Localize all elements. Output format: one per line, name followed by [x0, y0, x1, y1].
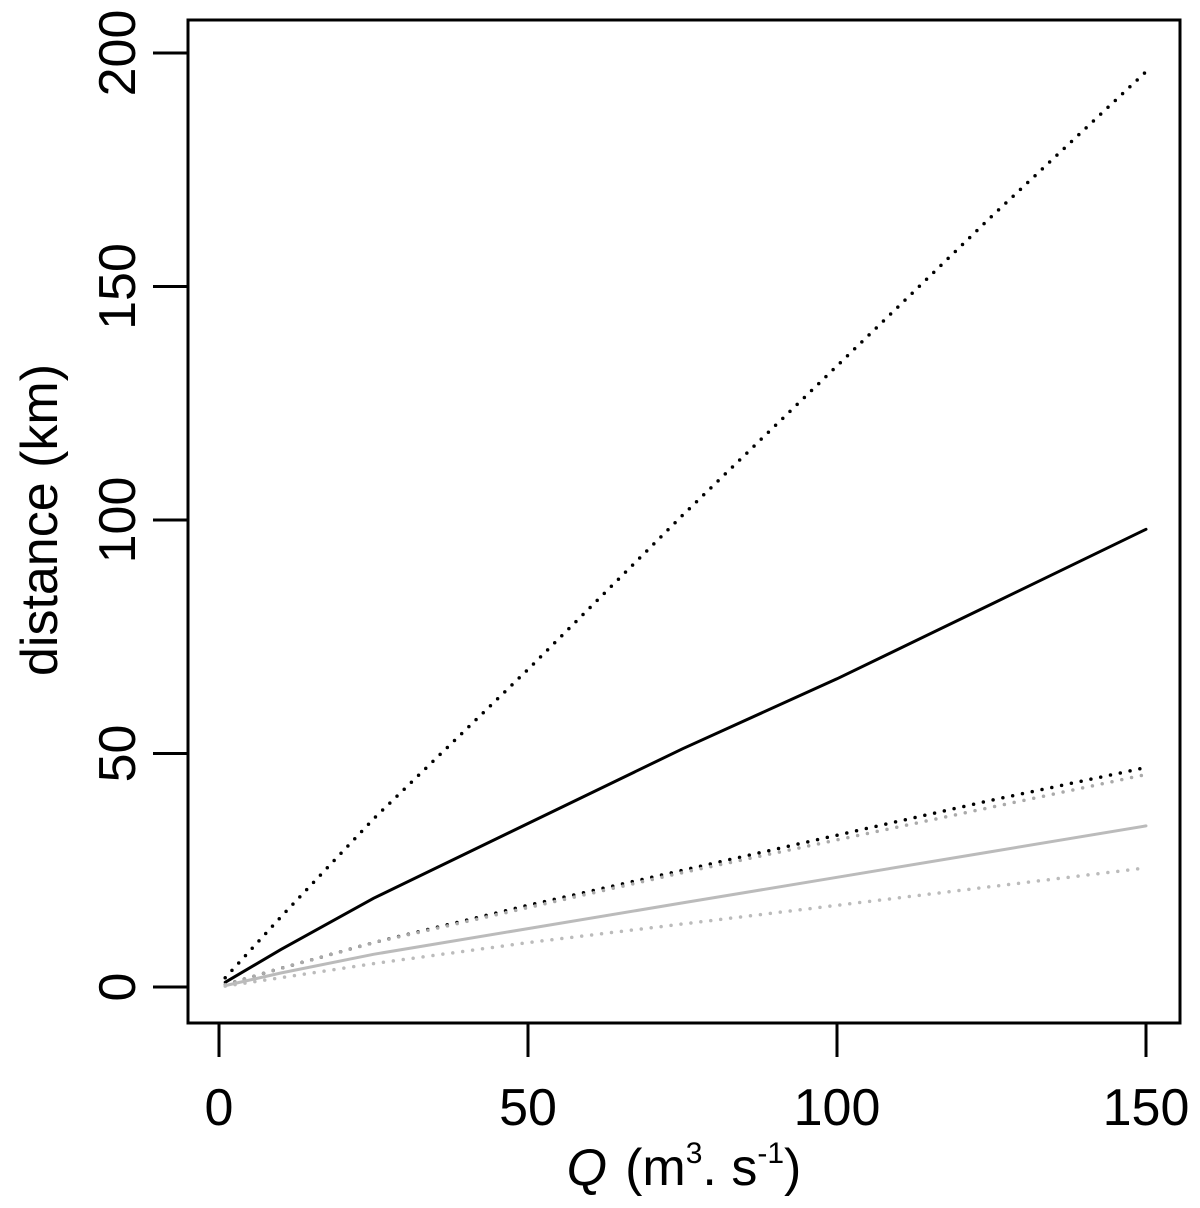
plot-frame [186, 18, 1182, 1025]
x-axis-superscript-1: 3 [686, 1137, 703, 1170]
x-axis-units-mid: . s [702, 1139, 757, 1197]
x-axis: 0 50 100 150 [205, 1021, 1190, 1137]
y-tick-label: 200 [89, 10, 147, 97]
y-tick-label: 150 [89, 243, 147, 330]
x-axis-superscript-2: -1 [757, 1137, 784, 1170]
x-tick-label: 0 [205, 1079, 234, 1137]
series-line-3 [223, 765, 1148, 987]
x-axis-units-suffix: ) [784, 1139, 801, 1197]
x-axis-title: Q (m3. s-1) [567, 1137, 802, 1197]
y-tick-label: 50 [89, 725, 147, 783]
series-line-4 [223, 772, 1148, 987]
series-line-5 [223, 824, 1148, 988]
series-line-1 [223, 69, 1148, 980]
x-tick-label: 50 [499, 1079, 557, 1137]
x-axis-symbol: Q [567, 1139, 607, 1197]
x-tick-label: 100 [794, 1079, 881, 1137]
y-axis: 0 50 100 150 200 [89, 10, 190, 1002]
x-axis-units-prefix: (m [625, 1139, 686, 1197]
y-tick-label: 0 [89, 973, 147, 1002]
x-tick-label: 150 [1103, 1079, 1190, 1137]
y-axis-title: distance (km) [11, 364, 69, 676]
series-line-6 [223, 866, 1148, 988]
series-line-2 [223, 527, 1148, 984]
y-tick-label: 100 [89, 477, 147, 564]
series-layer [223, 69, 1148, 988]
